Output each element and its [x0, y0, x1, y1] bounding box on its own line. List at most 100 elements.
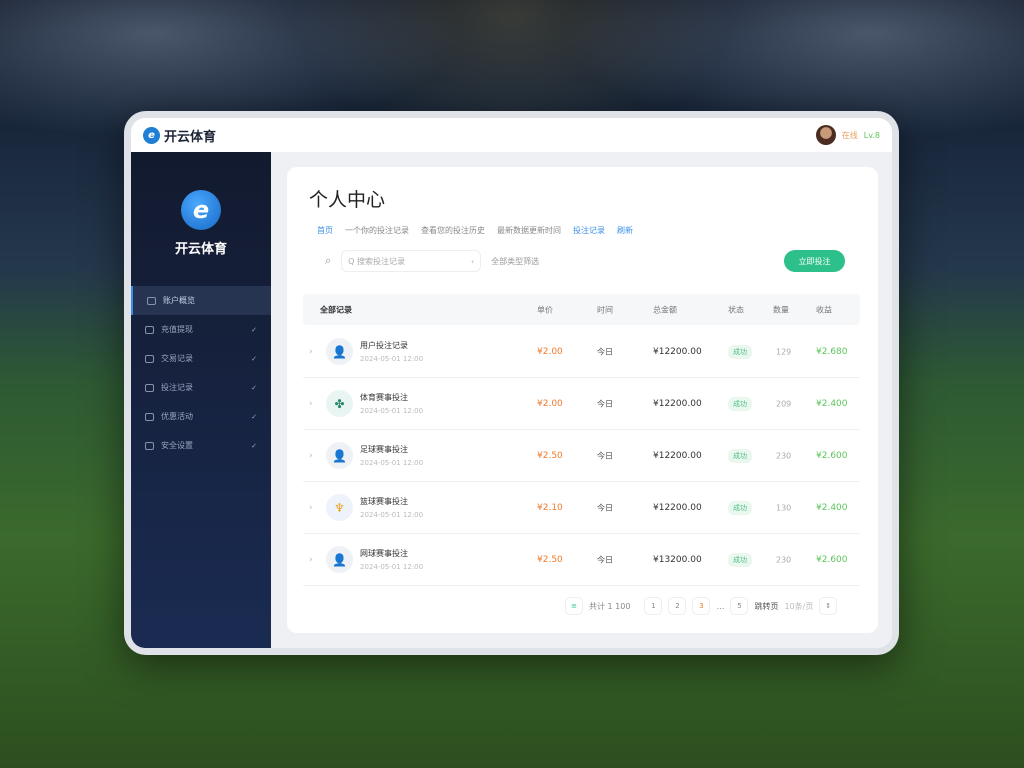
bet-now-button[interactable]: 立即投注 — [784, 250, 845, 272]
expand-chevron-icon[interactable]: › — [309, 502, 313, 513]
expand-chevron-icon[interactable]: › — [309, 450, 313, 461]
row-gain: ¥2.600 — [816, 450, 848, 461]
crumb[interactable]: 刷新 — [617, 226, 633, 235]
table-row[interactable]: › ✤ 体育赛事投注 2024-05-01 12:00 ¥2.00 今日 ¥12… — [303, 378, 860, 430]
col-header[interactable]: 收益 — [816, 305, 832, 314]
row-time: 今日 — [597, 555, 613, 564]
row-price: ¥2.00 — [537, 346, 563, 357]
chevron-icon: ✓ — [251, 325, 257, 334]
crumb[interactable]: 首页 — [317, 226, 333, 235]
row-subtitle: 2024-05-01 12:00 — [360, 459, 424, 467]
app-window: e 开云体育 在线 Lv.8 e 开云体育 账户概览 充值提现 ✓ 交易记录 ✓ 投注… — [124, 111, 899, 655]
row-name: 网球赛事投注 — [360, 549, 408, 558]
status-badge: 成功 — [728, 500, 752, 515]
main-card: 个人中心 首页 一个你的投注记录 查看您的投注历史 最新数据更新时间 投注记录 … — [287, 167, 878, 633]
row-count: 230 — [776, 451, 792, 460]
row-total: ¥13200.00 — [653, 554, 702, 565]
row-gain: ¥2.400 — [816, 398, 848, 409]
table-row[interactable]: › 👤 用户投注记录 2024-05-01 12:00 ¥2.00 今日 ¥12… — [303, 326, 860, 378]
row-time: 今日 — [597, 347, 613, 356]
status-badge: 成功 — [728, 552, 752, 567]
col-header[interactable]: 单价 — [537, 305, 553, 314]
chevron-left-icon: ‹ — [470, 256, 475, 266]
crumb: 一个你的投注记录 — [345, 226, 409, 235]
sidebar-item-bets[interactable]: 投注记录 ✓ — [131, 373, 271, 402]
page-button[interactable]: 2 — [668, 597, 687, 615]
per-page-select[interactable]: 10条/页 — [784, 601, 814, 611]
sidebar-item-transactions[interactable]: 交易记录 ✓ — [131, 344, 271, 373]
crumb[interactable]: 投注记录 — [573, 226, 605, 235]
row-subtitle: 2024-05-01 12:00 — [360, 511, 424, 519]
expand-chevron-icon[interactable]: › — [309, 398, 313, 409]
row-time: 今日 — [597, 399, 613, 408]
row-avatar: ♆ — [326, 494, 353, 521]
brand-name: 开云体育 — [164, 129, 217, 145]
sidebar-item-label: 充值提现 — [161, 325, 193, 334]
table-body: › 👤 用户投注记录 2024-05-01 12:00 ¥2.00 今日 ¥12… — [303, 326, 860, 586]
col-header[interactable]: 状态 — [728, 305, 744, 314]
status-badge: 成功 — [728, 344, 752, 359]
goto-page[interactable]: 跳转页 — [754, 601, 779, 611]
filter-text[interactable]: 全部类型筛选 — [491, 256, 540, 266]
row-count: 230 — [776, 555, 792, 564]
col-header[interactable]: 时间 — [597, 305, 613, 314]
page-button[interactable]: 5 — [730, 597, 749, 615]
chevron-icon: ✓ — [251, 412, 257, 421]
table-row[interactable]: › ♆ 篮球赛事投注 2024-05-01 12:00 ¥2.10 今日 ¥12… — [303, 482, 860, 534]
sidebar-item-label: 安全设置 — [161, 441, 193, 450]
row-count: 130 — [776, 503, 792, 512]
breadcrumb: 首页 一个你的投注记录 查看您的投注历史 最新数据更新时间 投注记录 刷新 — [317, 225, 633, 236]
avatar[interactable] — [815, 125, 836, 145]
page-title: 个人中心 — [309, 189, 386, 211]
search-input[interactable]: Q 搜索投注记录 ‹ — [341, 250, 482, 272]
page-button[interactable]: 3 — [692, 597, 711, 615]
table-row[interactable]: › 👤 网球赛事投注 2024-05-01 12:00 ¥2.50 今日 ¥13… — [303, 534, 860, 586]
chevron-icon: ✓ — [251, 354, 257, 363]
shield-icon — [145, 441, 154, 450]
sidebar-item-promotions[interactable]: 优惠活动 ✓ — [131, 402, 271, 431]
sidebar-item-overview[interactable]: 账户概览 — [131, 286, 271, 315]
row-time: 今日 — [597, 503, 613, 512]
expand-chevron-icon[interactable]: › — [309, 554, 313, 565]
page-icon: ≡ — [565, 597, 583, 615]
row-count: 129 — [776, 347, 792, 356]
table-row[interactable]: › 👤 足球赛事投注 2024-05-01 12:00 ¥2.50 今日 ¥12… — [303, 430, 860, 482]
brand[interactable]: e 开云体育 — [143, 126, 216, 145]
col-header[interactable]: 数量 — [773, 305, 789, 314]
search-placeholder: Q 搜索投注记录 — [348, 256, 406, 266]
row-name: 足球赛事投注 — [360, 445, 408, 454]
crumb: 查看您的投注历史 — [421, 226, 485, 235]
status-badge: 成功 — [728, 448, 752, 463]
crumb: 最新数据更新时间 — [497, 226, 561, 235]
row-gain: ¥2.680 — [816, 346, 848, 357]
row-gain: ¥2.600 — [816, 554, 848, 565]
row-price: ¥2.50 — [537, 450, 563, 461]
row-total: ¥12200.00 — [653, 450, 702, 461]
page-button[interactable]: 1 — [644, 597, 663, 615]
search-icon: ⌕ — [325, 254, 332, 267]
sidebar-brand: 开云体育 — [174, 242, 227, 257]
wallet-icon — [147, 296, 156, 305]
row-subtitle: 2024-05-01 12:00 — [360, 563, 424, 571]
sidebar-item-security[interactable]: 安全设置 ✓ — [131, 431, 271, 460]
gift-icon — [145, 412, 154, 421]
logo-icon: e — [143, 126, 160, 144]
page-ellipsis: … — [716, 601, 725, 611]
table-header: 全部记录 单价 时间 总金额 状态 数量 收益 — [303, 294, 860, 325]
row-avatar: 👤 — [326, 546, 353, 573]
chevron-icon: ✓ — [251, 441, 257, 450]
expand-chevron-icon[interactable]: › — [309, 346, 313, 357]
chevron-up-down-icon[interactable]: ⇕ — [819, 597, 838, 615]
row-price: ¥2.10 — [537, 502, 563, 513]
row-avatar: 👤 — [326, 338, 353, 365]
sidebar-item-label: 账户概览 — [163, 296, 195, 305]
sidebar-item-label: 投注记录 — [161, 383, 193, 392]
sidebar-item-label: 交易记录 — [161, 354, 193, 363]
col-header[interactable]: 全部记录 — [320, 305, 352, 314]
col-header[interactable]: 总金额 — [653, 305, 677, 314]
ticket-icon — [145, 383, 154, 392]
row-avatar: 👤 — [326, 442, 353, 469]
sidebar-item-deposit[interactable]: 充值提现 ✓ — [131, 315, 271, 344]
pagination: ≡ 共计 1 100 1 2 3 … 5 跳转页 10条/页 ⇕ — [565, 597, 838, 615]
row-price: ¥2.00 — [537, 398, 563, 409]
